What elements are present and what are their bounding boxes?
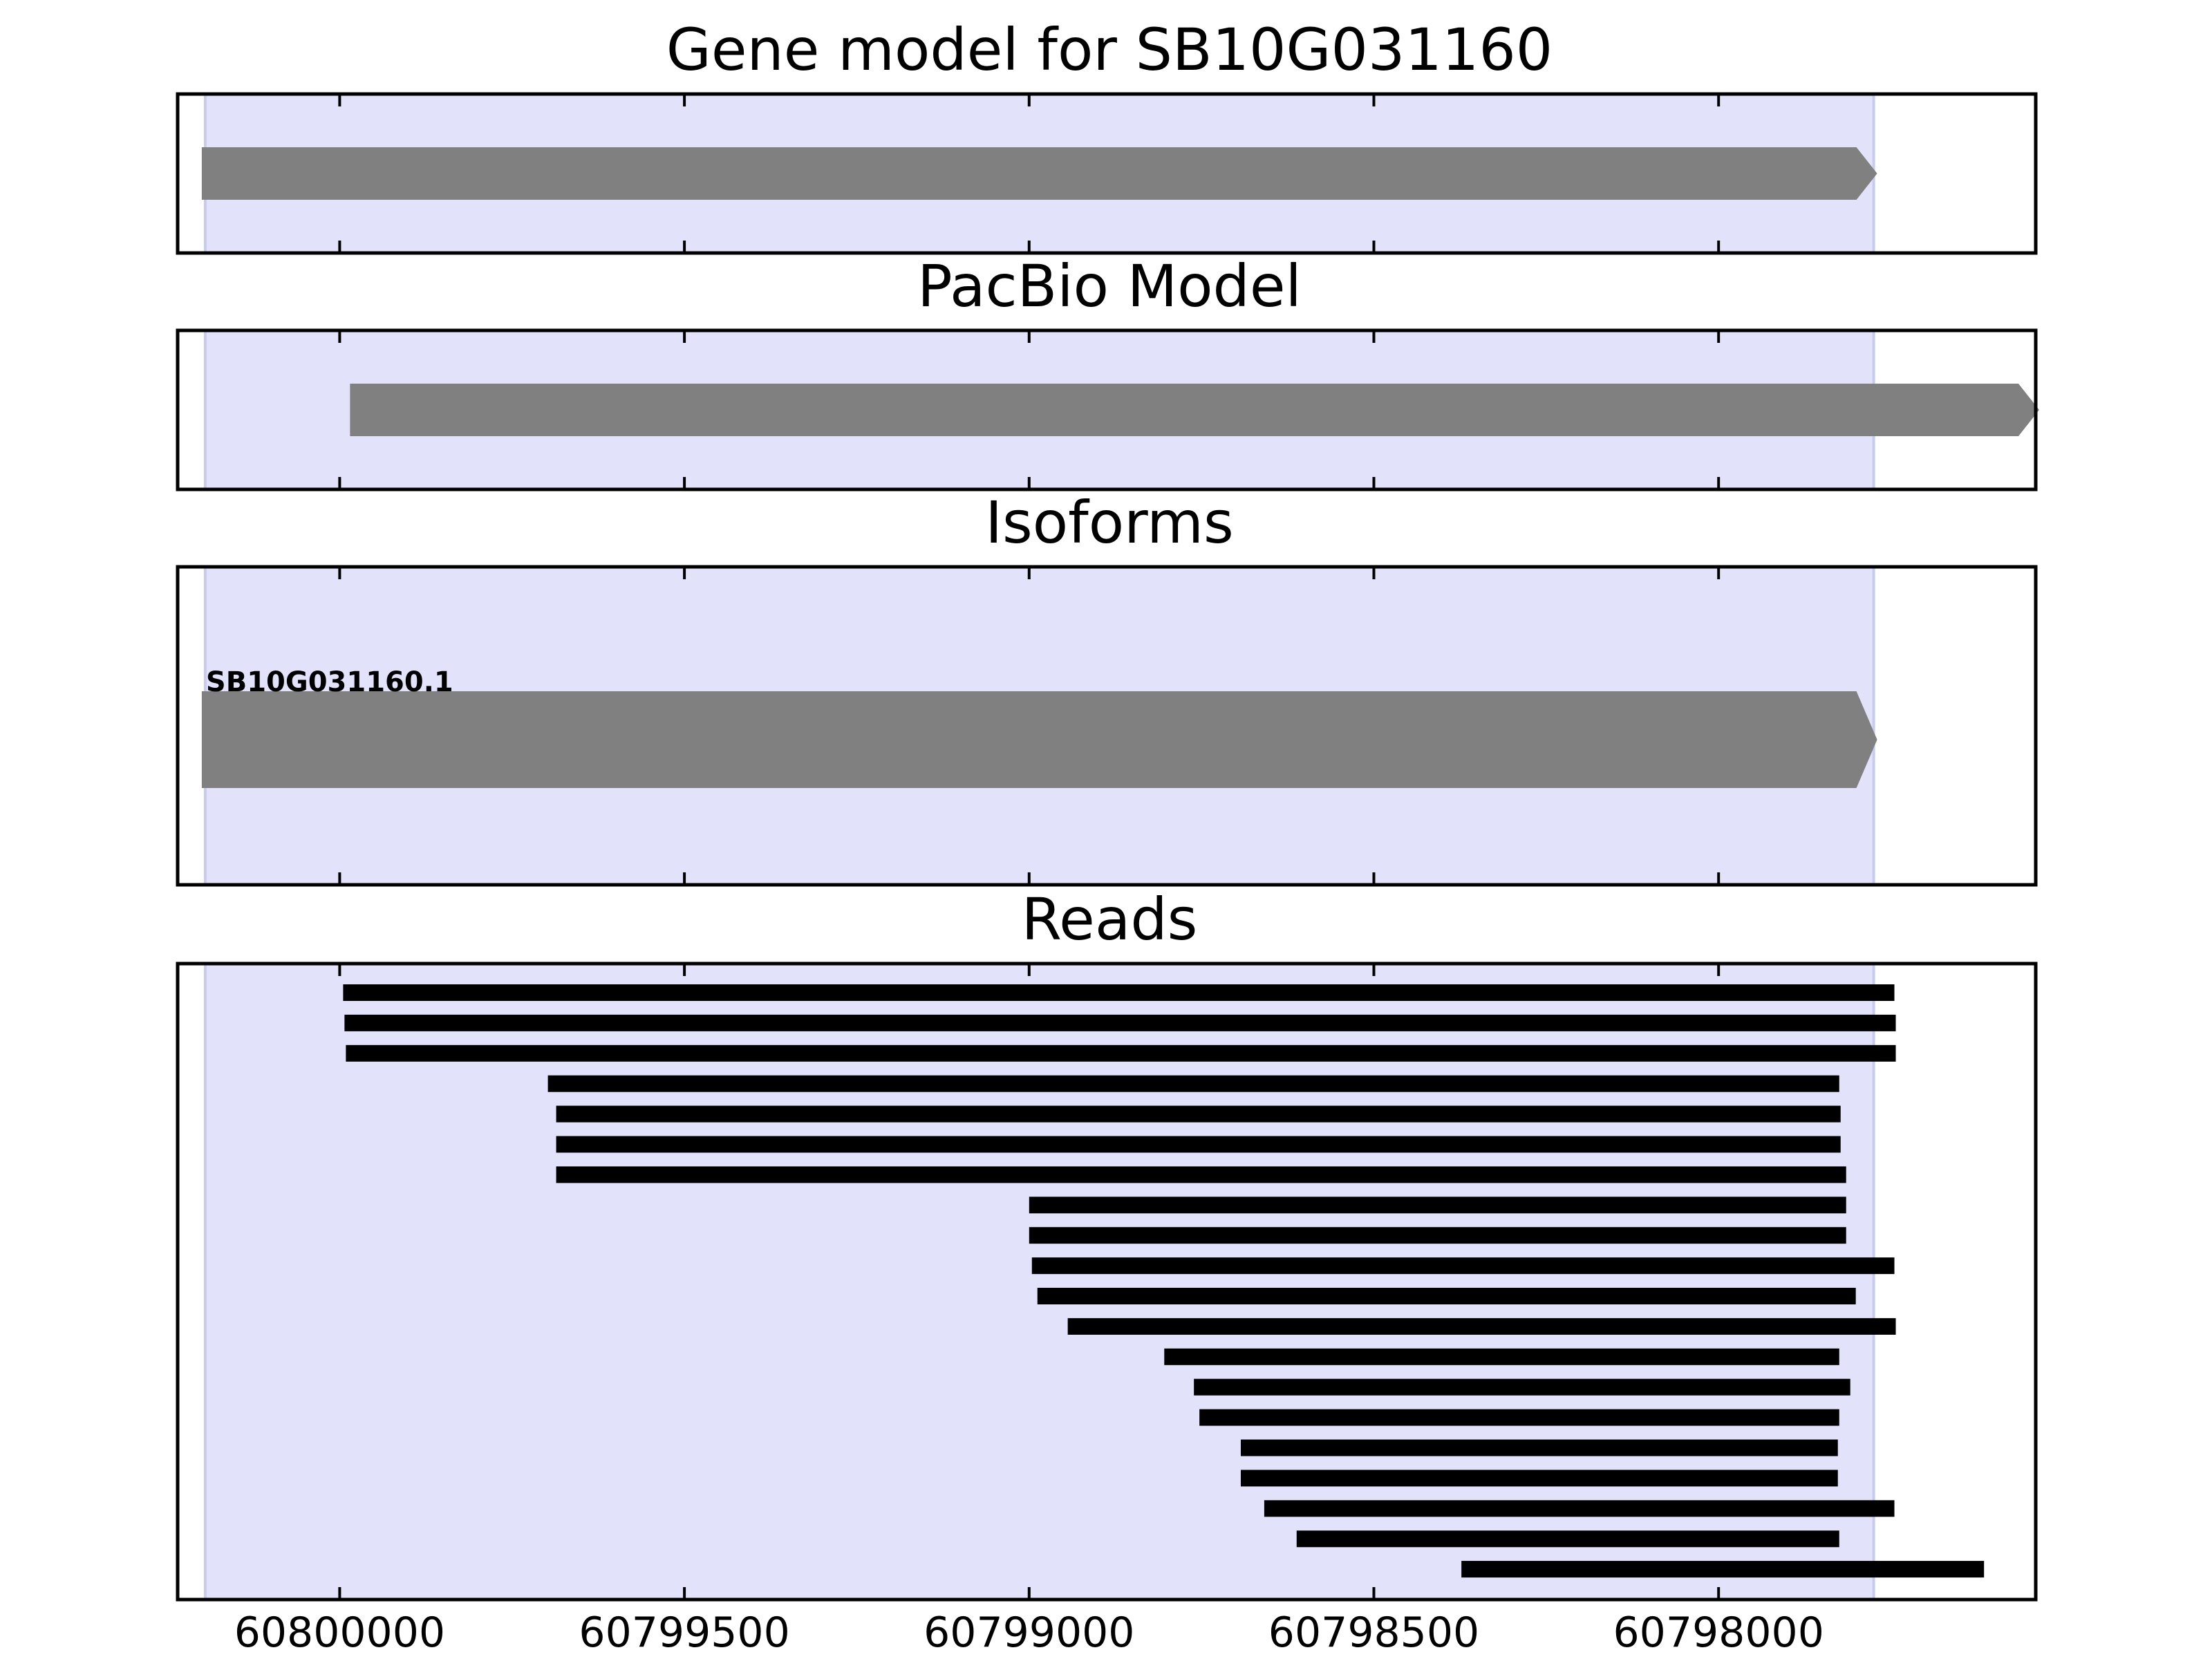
read-bar [556, 1136, 1841, 1153]
read-bar [1029, 1227, 1846, 1244]
reads-title: Reads [1022, 885, 1198, 953]
read-bar [1296, 1530, 1839, 1548]
read-bar [1240, 1470, 1838, 1487]
x-tick-label: 60799000 [924, 1609, 1134, 1657]
isoforms-title: Isoforms [985, 489, 1234, 556]
panel-frame [176, 328, 2038, 491]
pacbio-model-title: PacBio Model [917, 252, 1302, 320]
read-bar [1037, 1288, 1856, 1304]
read-bar [1067, 1318, 1896, 1335]
pacbio-model-panel: PacBio Model [917, 252, 1302, 320]
gene-model-feature [201, 147, 1877, 200]
isoform-label: SB10G031160.1 [206, 666, 453, 698]
gene-model-title: Gene model for SB10G031160 [666, 16, 1553, 84]
read-bar [556, 1105, 1841, 1123]
read-bar [344, 1014, 1896, 1031]
read-bar [343, 984, 1895, 1001]
plot-layer: SB10G031160.1 60800000 60799500 60799000 607… [176, 92, 2039, 1657]
gene-model-panel: Gene model for SB10G031160 [666, 16, 1553, 84]
read-bar [547, 1075, 1839, 1092]
panel-frame [176, 962, 2038, 1602]
isoform-feature [201, 691, 1877, 788]
x-tick-label: 60800000 [234, 1609, 445, 1657]
panel-frame [176, 92, 2038, 255]
panel-frame [176, 565, 2038, 887]
read-bar [1194, 1378, 1850, 1396]
read-bar [1031, 1257, 1895, 1275]
read-bar [1264, 1500, 1895, 1517]
isoforms-panel: Isoforms [985, 489, 1234, 556]
read-bar [346, 1044, 1896, 1062]
x-tick-label: 60798000 [1613, 1609, 1824, 1657]
read-bar [1199, 1409, 1839, 1426]
pacbio-model-feature [350, 384, 2039, 436]
x-tick-label: 60799500 [579, 1609, 789, 1657]
read-bar [1164, 1348, 1839, 1365]
x-tick-label: 60798500 [1268, 1609, 1479, 1657]
highlight-region [205, 964, 1874, 1600]
read-bar [1240, 1439, 1838, 1456]
read-bar [1029, 1197, 1846, 1214]
reads-panel: Reads [1022, 885, 1198, 953]
read-bar [1461, 1561, 1985, 1578]
read-bar [556, 1166, 1846, 1183]
